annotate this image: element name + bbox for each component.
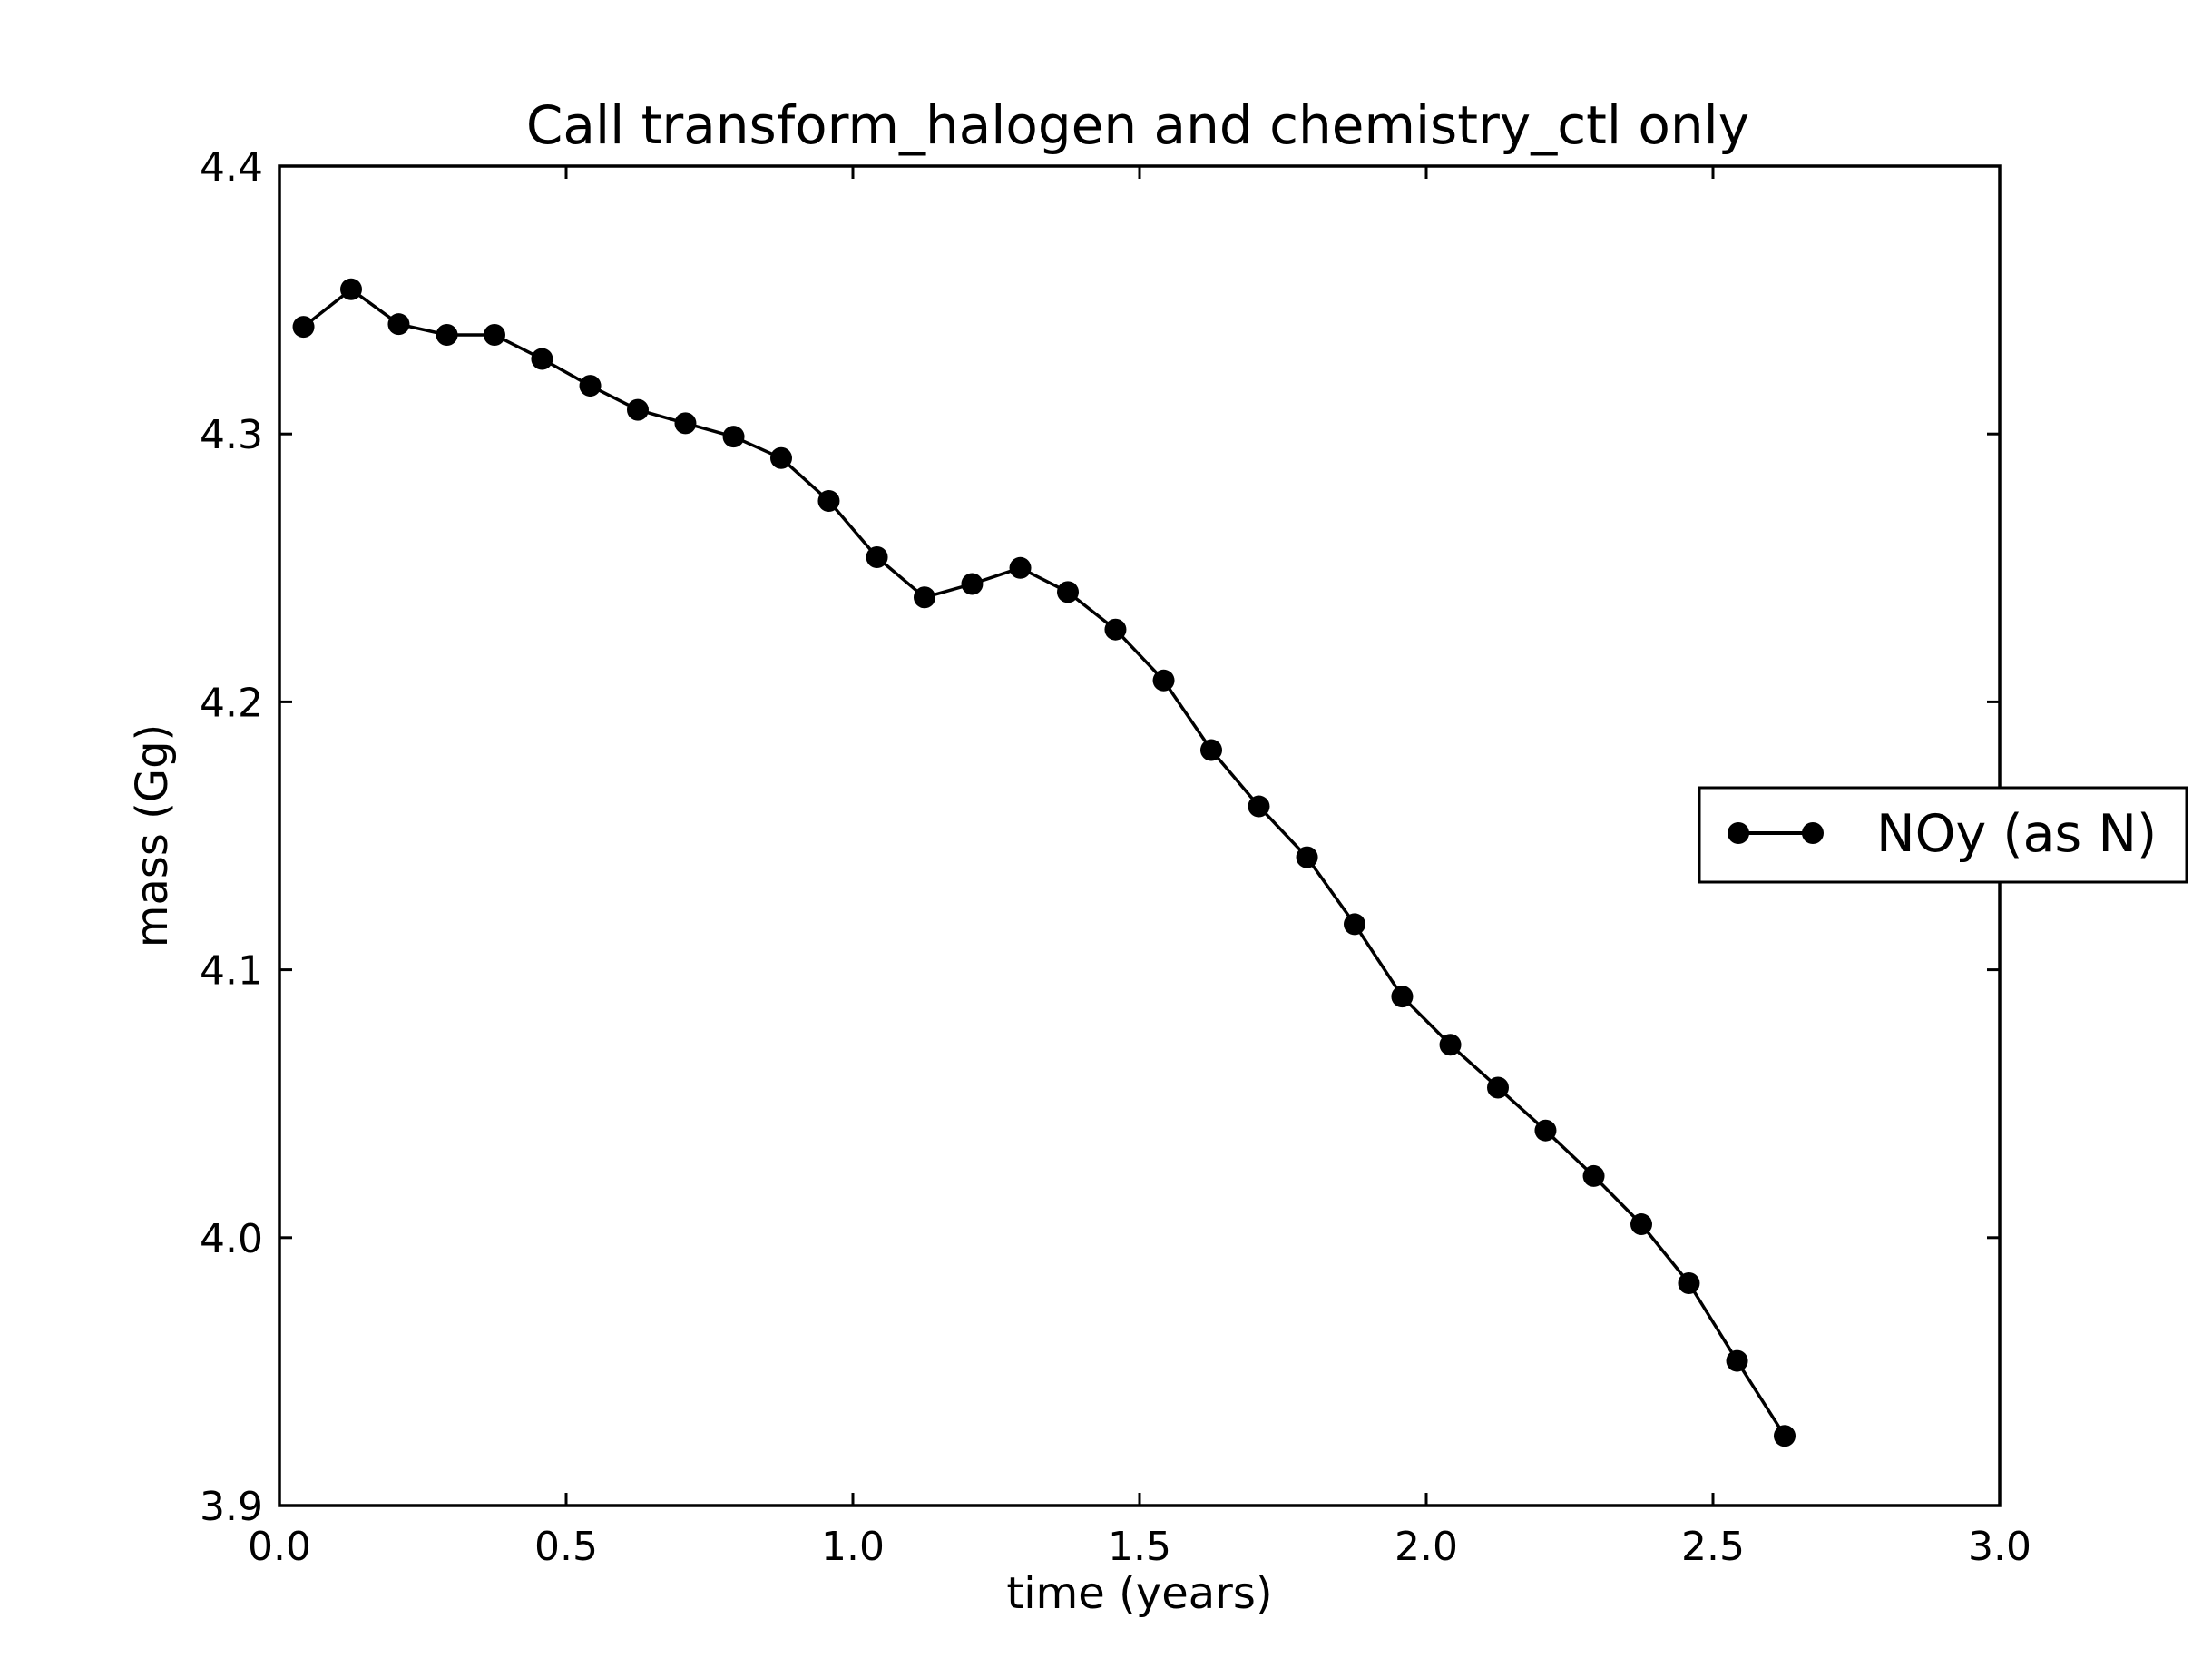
data-point — [1104, 618, 1127, 641]
data-point — [1582, 1164, 1605, 1187]
legend-marker-right — [1802, 822, 1824, 844]
data-point — [914, 586, 935, 609]
data-point — [484, 323, 505, 346]
data-point — [1057, 581, 1079, 603]
data-point — [1439, 1034, 1462, 1056]
y-tick-label: 4.3 — [200, 412, 263, 458]
legend: NOy (as N) — [1698, 786, 2188, 884]
x-tick-label: 2.5 — [1681, 1524, 1745, 1570]
data-point — [340, 278, 362, 300]
y-tick-label: 4.0 — [200, 1216, 263, 1262]
data-point — [627, 398, 649, 421]
data-point — [292, 316, 315, 339]
data-point — [1152, 669, 1175, 692]
data-point — [770, 446, 792, 469]
data-point — [1678, 1271, 1700, 1294]
data-point — [1487, 1076, 1509, 1099]
data-point — [436, 323, 458, 346]
y-tick-label: 4.4 — [200, 144, 263, 191]
x-tick-label: 3.0 — [1968, 1524, 2031, 1570]
legend-label-noy: NOy (as N) — [1876, 804, 2157, 864]
x-tick-label: 1.0 — [821, 1524, 885, 1570]
data-point — [579, 375, 602, 397]
y-tick-label: 4.1 — [200, 948, 263, 995]
data-point — [961, 573, 984, 595]
x-tick-label: 0.5 — [534, 1524, 598, 1570]
x-tick-label: 2.0 — [1395, 1524, 1458, 1570]
chart-title: Call transform_halogen and chemistry_ctl… — [526, 94, 1749, 156]
data-point — [1630, 1213, 1652, 1236]
data-point — [1296, 846, 1318, 868]
data-point — [1248, 795, 1270, 818]
data-point — [817, 490, 840, 512]
series-points-group — [292, 278, 1796, 1447]
data-point — [1344, 913, 1365, 936]
data-point — [722, 426, 745, 448]
legend-marker-left — [1728, 822, 1749, 844]
y-axis-label: mass (Gg) — [127, 724, 178, 948]
data-point — [1774, 1425, 1796, 1447]
y-tick-labels: 3.9 4.0 4.1 4.2 4.3 4.4 — [200, 144, 263, 1530]
data-point — [531, 348, 553, 370]
data-point — [387, 313, 410, 336]
data-point — [866, 545, 888, 568]
x-tick-label: 1.5 — [1108, 1524, 1171, 1570]
data-point — [1391, 986, 1414, 1008]
data-point — [1009, 556, 1032, 579]
data-point — [1726, 1349, 1748, 1372]
y-tick-label: 4.2 — [200, 680, 263, 726]
x-tick-labels: 0.0 0.5 1.0 1.5 2.0 2.5 3.0 — [248, 1524, 2031, 1570]
x-axis-label: time (years) — [1006, 1568, 1272, 1619]
data-point — [1200, 739, 1222, 761]
x-tick-label: 0.0 — [248, 1524, 311, 1570]
data-point — [1534, 1119, 1557, 1142]
y-tick-label: 3.9 — [200, 1484, 263, 1530]
data-point — [674, 412, 697, 435]
